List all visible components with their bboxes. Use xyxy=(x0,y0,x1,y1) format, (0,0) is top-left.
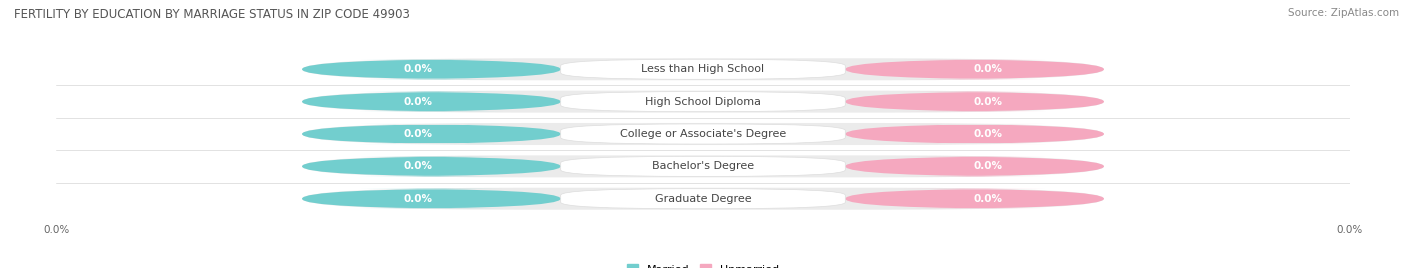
FancyBboxPatch shape xyxy=(302,91,1104,113)
FancyBboxPatch shape xyxy=(845,156,1104,176)
Text: 0.0%: 0.0% xyxy=(973,129,1002,139)
FancyBboxPatch shape xyxy=(302,123,1104,145)
Legend: Married, Unmarried: Married, Unmarried xyxy=(621,260,785,268)
Text: 0.0%: 0.0% xyxy=(404,194,433,204)
FancyBboxPatch shape xyxy=(302,124,561,144)
Text: 0.0%: 0.0% xyxy=(973,64,1002,74)
FancyBboxPatch shape xyxy=(302,156,561,176)
FancyBboxPatch shape xyxy=(561,92,845,112)
Text: Bachelor's Degree: Bachelor's Degree xyxy=(652,161,754,171)
FancyBboxPatch shape xyxy=(845,189,1104,209)
Text: 0.0%: 0.0% xyxy=(973,194,1002,204)
Text: 0.0%: 0.0% xyxy=(404,97,433,107)
FancyBboxPatch shape xyxy=(561,156,845,176)
Text: 0.0%: 0.0% xyxy=(404,64,433,74)
Text: High School Diploma: High School Diploma xyxy=(645,97,761,107)
Text: Graduate Degree: Graduate Degree xyxy=(655,194,751,204)
Text: College or Associate's Degree: College or Associate's Degree xyxy=(620,129,786,139)
Text: Less than High School: Less than High School xyxy=(641,64,765,74)
FancyBboxPatch shape xyxy=(845,124,1104,144)
Text: 0.0%: 0.0% xyxy=(404,161,433,171)
FancyBboxPatch shape xyxy=(845,92,1104,112)
FancyBboxPatch shape xyxy=(561,124,845,144)
FancyBboxPatch shape xyxy=(302,92,561,112)
Text: 0.0%: 0.0% xyxy=(404,129,433,139)
FancyBboxPatch shape xyxy=(302,58,1104,80)
FancyBboxPatch shape xyxy=(302,155,1104,177)
Text: FERTILITY BY EDUCATION BY MARRIAGE STATUS IN ZIP CODE 49903: FERTILITY BY EDUCATION BY MARRIAGE STATU… xyxy=(14,8,411,21)
Text: Source: ZipAtlas.com: Source: ZipAtlas.com xyxy=(1288,8,1399,18)
FancyBboxPatch shape xyxy=(302,189,561,209)
Text: 0.0%: 0.0% xyxy=(973,97,1002,107)
FancyBboxPatch shape xyxy=(302,188,1104,210)
FancyBboxPatch shape xyxy=(561,189,845,209)
FancyBboxPatch shape xyxy=(561,59,845,79)
FancyBboxPatch shape xyxy=(845,59,1104,79)
FancyBboxPatch shape xyxy=(302,59,561,79)
Text: 0.0%: 0.0% xyxy=(973,161,1002,171)
